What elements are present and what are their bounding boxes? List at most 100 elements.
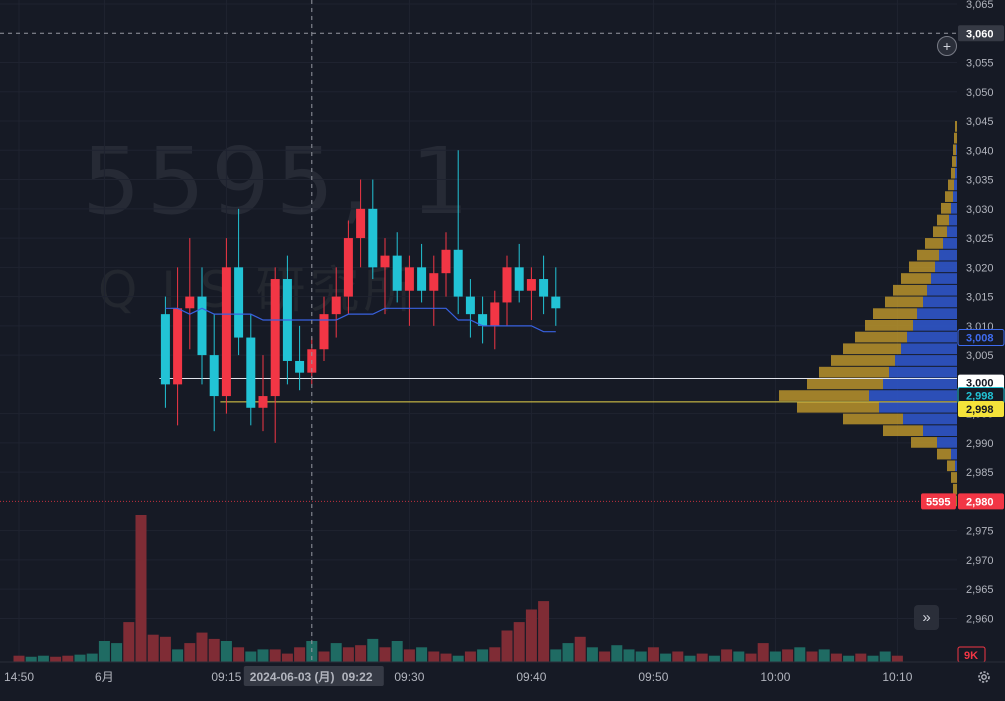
volume-bar <box>98 641 110 662</box>
volume-profile-bar <box>907 331 957 343</box>
volume-bar <box>672 651 684 662</box>
volume-profile-bar <box>952 156 956 167</box>
volume-bar <box>721 649 733 662</box>
volume-profile-bar <box>954 132 957 144</box>
volume-profile-bar <box>819 366 889 378</box>
price-tick-label: 2,970 <box>966 555 994 567</box>
volume-bar <box>452 655 464 662</box>
volume-profile-bar <box>939 249 957 261</box>
price-tick-label: 3,025 <box>966 233 994 245</box>
volume-bar <box>855 653 867 662</box>
candle-body <box>356 208 366 239</box>
double-chevron-right-icon: » <box>922 609 931 626</box>
volume-bar <box>538 601 550 662</box>
volume-profile-bar <box>917 308 957 319</box>
last-price-label-bg <box>958 493 1004 510</box>
volume-profile-bar <box>943 238 957 249</box>
time-tick-label: 10:00 <box>760 670 790 684</box>
volume-profile-bar <box>917 249 939 261</box>
volume-bar <box>391 641 403 662</box>
candle-body <box>551 296 561 309</box>
volume-profile-bar <box>843 343 901 355</box>
vwap-price-label-bg <box>957 329 1005 347</box>
volume-bar <box>111 643 123 662</box>
volume-profile-bar <box>949 214 957 226</box>
time-tick-label: 14:50 <box>4 670 34 684</box>
candle-body <box>490 302 500 326</box>
candle-body <box>478 314 488 326</box>
gear-icon <box>978 671 990 683</box>
volume-bar <box>696 653 708 662</box>
time-tick-label: 09:40 <box>516 670 546 684</box>
volume-bar <box>220 641 232 662</box>
volume-bar <box>769 651 781 662</box>
volume-bar <box>489 647 501 662</box>
volume-bar <box>269 649 281 662</box>
volume-profile-bar <box>843 413 903 425</box>
crosshair-price-label: 3,060 <box>966 28 994 40</box>
candle-body <box>453 249 463 297</box>
volume-profile-bar <box>885 296 923 308</box>
volume-profile-bar <box>873 308 917 319</box>
volume-bar <box>440 653 452 662</box>
volume-bar <box>757 643 769 662</box>
volume-bar <box>123 622 135 662</box>
open-price-label: 3,000 <box>966 378 994 390</box>
volume-bar <box>574 636 586 662</box>
yellow-price-label: 2,998 <box>966 404 994 416</box>
candle-body <box>221 267 231 397</box>
candle-body <box>185 296 195 309</box>
volume-profile-bar <box>855 331 907 343</box>
candle-body <box>380 255 390 268</box>
scroll-to-realtime-button[interactable]: » <box>914 605 939 630</box>
volume-profile-bar <box>948 179 954 191</box>
price-tick-label: 3,020 <box>966 262 994 274</box>
candle-body <box>258 396 268 408</box>
volume-profile-bar <box>955 460 957 472</box>
time-tick-label: 10:10 <box>882 670 912 684</box>
volume-profile-bar <box>925 238 943 249</box>
volume-bar <box>501 630 513 662</box>
volume-bar <box>891 655 903 662</box>
volume-bar <box>196 632 208 662</box>
volume-profile-bar <box>955 121 957 132</box>
volume-bar <box>708 655 720 662</box>
volume-bar <box>159 636 171 662</box>
volume-bar <box>879 651 891 662</box>
vwap-line <box>165 307 556 333</box>
volume-profile-bar <box>901 343 957 355</box>
volume-bar <box>342 647 354 662</box>
add-indicator-button[interactable]: + <box>937 36 957 56</box>
volume-bar <box>635 651 647 662</box>
volume-bar <box>733 651 745 662</box>
time-axis[interactable] <box>0 663 1005 701</box>
volume-bar <box>660 653 672 662</box>
price-tick-label: 2,960 <box>966 613 994 625</box>
volume-profile-bar <box>933 226 947 238</box>
volume-profile-bar <box>956 144 957 156</box>
symbol-tag-bg <box>921 493 956 510</box>
volume-bar <box>782 649 794 662</box>
volume-bar <box>86 653 98 662</box>
volume-profile-bar <box>937 214 949 226</box>
volume-profile-bar <box>903 413 957 425</box>
volume-profile-bar <box>951 448 957 460</box>
volume-bar <box>843 655 855 662</box>
watermark-brand: Q I S 研究所 <box>98 261 418 319</box>
volume-bar <box>611 645 623 662</box>
chart-settings-button[interactable] <box>974 667 994 687</box>
volume-profile-bar <box>955 167 957 179</box>
volume-profile-bar <box>947 460 955 472</box>
volume-bar <box>367 638 379 662</box>
volume-profile-bar <box>901 273 931 284</box>
volume-profile-bar <box>927 284 957 296</box>
volume-bar <box>330 643 342 662</box>
volume-bar <box>599 651 611 662</box>
last-price-label: 2,980 <box>966 496 994 508</box>
volume-profile-bar <box>953 191 957 202</box>
volume-profile-bar <box>911 437 937 448</box>
candle-body <box>331 296 341 315</box>
volume-bar <box>74 654 86 662</box>
